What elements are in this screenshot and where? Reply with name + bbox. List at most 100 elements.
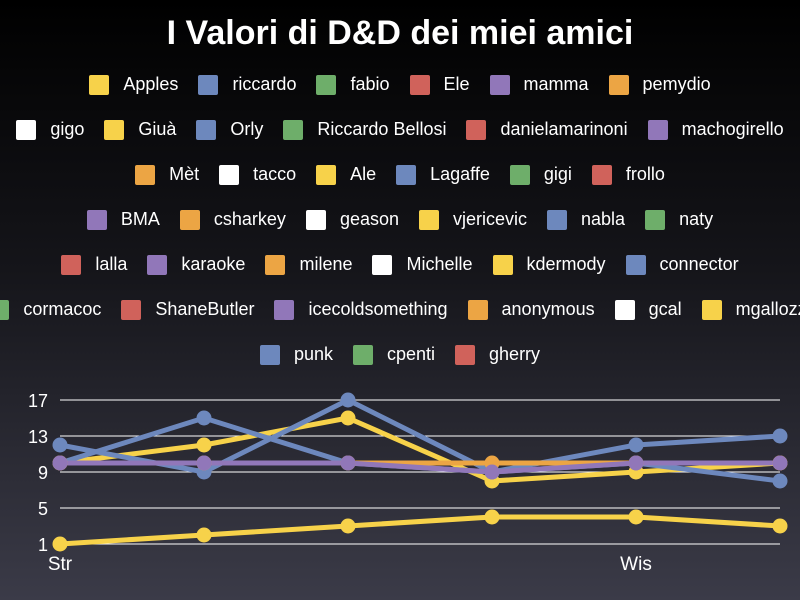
legend-swatch	[645, 209, 666, 230]
legend-swatch	[265, 254, 286, 275]
legend-swatch	[701, 299, 722, 320]
data-point	[196, 455, 212, 471]
data-point	[196, 437, 212, 453]
legend-swatch	[198, 74, 219, 95]
legend-item: Apples	[89, 74, 178, 95]
chart-legend: Apples riccardo fabio Ele mamma pemydio gigo Gi…	[0, 62, 800, 377]
legend-item: kdermody	[492, 254, 606, 275]
legend-row: gigo Giuà Orly Riccardo Bellosi danielamarin…	[0, 107, 800, 152]
legend-swatch	[455, 344, 476, 365]
legend-label: lalla	[95, 254, 128, 274]
legend-swatch	[305, 209, 326, 230]
data-point	[628, 437, 644, 453]
data-point	[340, 410, 356, 426]
legend-swatch	[467, 299, 488, 320]
series-line	[60, 460, 780, 475]
legend-label: Michelle	[406, 254, 473, 274]
legend-label: Ele	[443, 74, 470, 94]
legend-label: anonymous	[501, 299, 595, 319]
legend-label: cormacoc	[23, 299, 102, 319]
legend-item: mamma	[489, 74, 589, 95]
legend-row: lalla karaoke milene Michelle kdermody connec…	[0, 242, 800, 287]
legend-item: vjericevic	[419, 209, 527, 230]
legend-item: machogirello	[647, 119, 784, 140]
legend-swatch	[396, 164, 417, 185]
y-tick-label: 5	[38, 499, 48, 519]
legend-item: Ele	[409, 74, 470, 95]
data-point	[340, 455, 356, 471]
legend-item: pemydio	[608, 74, 711, 95]
legend-swatch	[135, 164, 156, 185]
y-tick-label: 1	[38, 535, 48, 555]
legend-label: ShaneButler	[155, 299, 255, 319]
data-point	[772, 518, 788, 534]
legend-label: Lagaffe	[430, 164, 490, 184]
y-tick-label: 13	[28, 427, 48, 447]
y-tick-label: 9	[38, 463, 48, 483]
legend-label: gherry	[489, 344, 541, 364]
legend-swatch	[509, 164, 530, 185]
legend-item: Riccardo Bellosi	[283, 119, 446, 140]
data-point	[772, 473, 788, 489]
legend-item: Giuà	[104, 119, 176, 140]
legend-label: tacco	[253, 164, 297, 184]
legend-swatch	[352, 344, 373, 365]
legend-swatch	[61, 254, 82, 275]
legend-item: Orly	[196, 119, 263, 140]
legend-swatch	[316, 74, 337, 95]
legend-label: geason	[339, 209, 399, 229]
data-point	[196, 527, 212, 543]
legend-swatch	[179, 209, 200, 230]
legend-row: Apples riccardo fabio Ele mamma pemydio	[0, 62, 800, 107]
x-tick-label: Str	[48, 554, 73, 575]
legend-label: Apples	[123, 74, 179, 94]
legend-item: gigo	[16, 119, 84, 140]
legend-swatch	[614, 299, 635, 320]
legend-label: kdermody	[526, 254, 606, 274]
legend-row: punk cpenti gherry	[0, 332, 800, 377]
legend-row: cormacoc ShaneButler icecoldsomething anony…	[0, 287, 800, 332]
legend-swatch	[489, 74, 510, 95]
legend-label: gigo	[50, 119, 85, 139]
legend-label: Mèt	[169, 164, 200, 184]
legend-item: csharkey	[179, 209, 286, 230]
legend-swatch	[492, 254, 513, 275]
x-tick-label: Wis	[620, 554, 652, 575]
data-point	[484, 464, 500, 480]
legend-item: mgallozzi	[701, 299, 800, 320]
series-line	[59, 514, 781, 547]
legend-item: anonymous	[467, 299, 595, 320]
series-line	[59, 415, 781, 484]
legend-item: lalla	[61, 254, 127, 275]
legend-swatch	[196, 119, 217, 140]
legend-swatch	[591, 164, 612, 185]
legend-label: gigi	[543, 164, 572, 184]
data-point	[52, 437, 68, 453]
legend-row: Mèt tacco Ale Lagaffe gigi frollo	[0, 152, 800, 197]
chart-title: I Valori di D&D dei miei amici	[166, 14, 634, 52]
legend-label: frollo	[625, 164, 665, 184]
data-point	[52, 536, 68, 552]
legend-label: fabio	[350, 74, 390, 94]
legend-swatch	[274, 299, 295, 320]
data-point	[772, 455, 788, 471]
legend-swatch	[372, 254, 393, 275]
legend-swatch	[147, 254, 168, 275]
legend-item: frollo	[591, 164, 665, 185]
legend-item: gherry	[455, 344, 540, 365]
legend-swatch	[89, 74, 110, 95]
legend-label: gcal	[648, 299, 682, 319]
data-point	[196, 410, 212, 426]
legend-item: gigi	[509, 164, 572, 185]
legend-swatch	[419, 209, 439, 230]
legend-label: mgallozzi	[735, 299, 800, 319]
legend-item: connector	[625, 254, 739, 275]
legend-item: naty	[645, 209, 713, 230]
legend-swatch	[104, 119, 125, 140]
legend-label: mamma	[523, 74, 589, 94]
legend-label: machogirello	[681, 119, 784, 139]
legend-swatch	[0, 299, 10, 320]
legend-item: cormacoc	[0, 299, 101, 320]
data-point	[484, 509, 500, 525]
legend-item: riccardo	[198, 74, 296, 95]
